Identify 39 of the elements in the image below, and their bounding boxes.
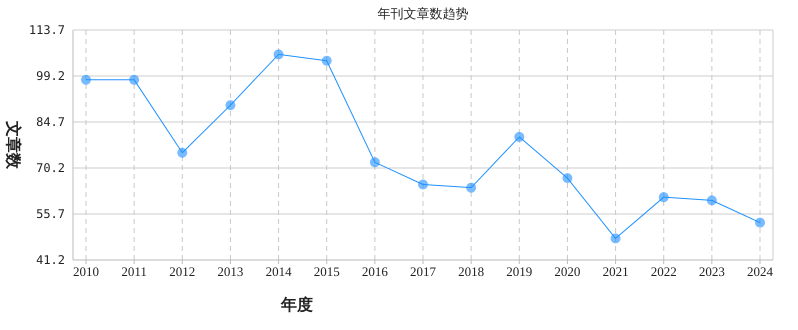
point — [370, 157, 380, 168]
y-tick-label: 41.2 — [36, 253, 65, 267]
y-tick-label: 99.2 — [36, 69, 65, 83]
point — [706, 195, 717, 206]
point — [81, 74, 91, 85]
x-axis-title: 年度 — [280, 295, 313, 314]
point — [755, 218, 765, 228]
y-tick-label: 55.7 — [36, 207, 65, 221]
point — [274, 49, 284, 60]
point — [322, 56, 332, 66]
point — [225, 100, 236, 110]
point — [466, 182, 476, 193]
point — [418, 179, 428, 190]
x-tick-label: 2016 — [362, 264, 388, 279]
x-tick-label: 2018 — [458, 264, 484, 279]
x-tick-label: 2014 — [266, 264, 292, 279]
point — [658, 192, 669, 202]
x-tick-label: 2013 — [217, 264, 244, 279]
x-tick-label: 2023 — [698, 264, 725, 279]
x-tick-label: 2019 — [506, 264, 532, 279]
y-tick-label: 70.2 — [36, 161, 65, 175]
x-tick-label: 2015 — [314, 264, 340, 279]
x-tick-label: 2012 — [169, 264, 196, 279]
x-tick-label: 2017 — [410, 264, 436, 279]
x-tick-label: 2020 — [554, 264, 580, 279]
point — [610, 233, 621, 244]
point — [514, 132, 524, 142]
x-tick-label: 2011 — [121, 264, 147, 279]
y-axis-title: 文章数 — [4, 120, 22, 170]
point — [129, 74, 140, 85]
y-tick-label: 113.7 — [28, 23, 65, 37]
x-tick-label: 2024 — [747, 264, 774, 279]
x-tick-label: 2021 — [602, 264, 629, 279]
point — [562, 173, 572, 184]
x-tick-label: 2010 — [73, 264, 99, 279]
chart-title: 年刊文章数趋势 — [378, 6, 468, 21]
x-tick-label: 2022 — [650, 264, 677, 279]
y-tick-label: 84.7 — [36, 115, 65, 129]
point — [177, 148, 188, 158]
